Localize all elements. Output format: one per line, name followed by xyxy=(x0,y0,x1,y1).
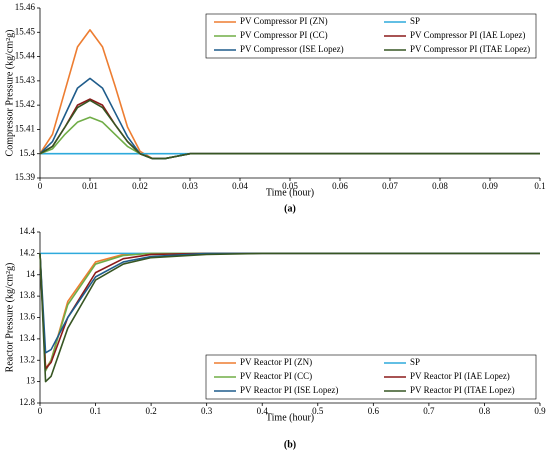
y-tick-label: 13.2 xyxy=(19,354,35,364)
x-tick-label: 0.2 xyxy=(145,406,156,416)
x-tick-label: 0.3 xyxy=(201,406,213,416)
x-tick-label: 0.8 xyxy=(479,406,491,416)
y-tick-label: 15.44 xyxy=(15,51,36,61)
y-tick-label: 14.2 xyxy=(19,247,35,257)
caption: (a) xyxy=(284,203,296,214)
x-tick-label: 0.04 xyxy=(232,181,248,191)
x-tick-label: 0.4 xyxy=(257,406,269,416)
y-axis-label: Compressor Pressure (kg/cm²g) xyxy=(4,30,15,157)
legend-box xyxy=(205,13,537,59)
y-tick-label: 15.4 xyxy=(19,148,35,158)
y-tick-label: 15.46 xyxy=(15,2,36,12)
legend: PV Compressor PI (ZN) SP PV Compressor PI … xyxy=(205,13,537,59)
x-tick-label: 0.1 xyxy=(90,406,101,416)
x-tick-label: 0.06 xyxy=(332,181,348,191)
series-line xyxy=(39,252,540,370)
legend: PV Reactor PI (ZN) SP PV Reactor PI (CC) PV… xyxy=(205,354,537,400)
x-tick-label: 0 xyxy=(38,181,43,191)
y-axis-label: Reactor Pressure (kg/cm²g) xyxy=(4,263,15,373)
x-tick-label: 0.01 xyxy=(82,181,98,191)
series-line xyxy=(39,252,540,372)
legend-label: PV Compressor PI (ITAE Lopez) xyxy=(410,44,530,54)
series-line xyxy=(39,99,540,160)
y-tick-label: 15.41 xyxy=(15,123,35,133)
x-tick-label: 0.07 xyxy=(382,181,398,191)
x-axis-label: Time (hour) xyxy=(266,187,314,198)
x-tick-label: 0.05 xyxy=(282,181,298,191)
x-tick-label: 0.03 xyxy=(182,181,198,191)
y-tick-label: 14 xyxy=(26,269,36,279)
legend-label: PV Reactor PI (IAE Lopez) xyxy=(410,371,510,381)
y-tick-label: 13 xyxy=(26,376,36,386)
x-tick-label: 0.6 xyxy=(368,406,380,416)
legend-label: PV Reactor PI (CC) xyxy=(240,371,312,381)
legend-label: PV Reactor PI (ITAE Lopez) xyxy=(410,385,515,395)
y-tick-label: 15.42 xyxy=(15,99,35,109)
y-tick-label: 12.8 xyxy=(19,397,35,407)
legend-label: PV Compressor (ISE Lopez) xyxy=(240,44,344,54)
series-line xyxy=(39,252,540,370)
y-tick-label: 15.43 xyxy=(15,75,36,85)
y-tick-label: 13.4 xyxy=(19,333,35,343)
series-line xyxy=(39,98,540,160)
series-line xyxy=(39,77,540,160)
caption: (b) xyxy=(284,439,296,450)
x-tick-label: 0.9 xyxy=(534,406,546,416)
x-tick-label: 0.02 xyxy=(132,181,148,191)
legend-label: PV Compressor PI (IAE Lopez) xyxy=(410,30,525,40)
series-line xyxy=(39,252,540,383)
x-tick-label: 0.08 xyxy=(432,181,448,191)
y-tick-label: 13.8 xyxy=(19,290,35,300)
x-axis-label: Time (hour) xyxy=(266,412,314,423)
legend-label: PV Reactor PI (ISE Lopez) xyxy=(240,385,338,395)
legend-label: PV Compressor PI (CC) xyxy=(240,30,328,40)
legend-box xyxy=(205,354,537,400)
x-tick-label: 0.7 xyxy=(423,406,435,416)
legend-label: SP xyxy=(410,357,420,367)
y-tick-label: 13.6 xyxy=(19,312,35,322)
x-tick-label: 0.09 xyxy=(482,181,498,191)
legend-label: SP xyxy=(410,16,420,26)
legend-label: PV Reactor PI (ZN) xyxy=(240,357,312,367)
y-tick-label: 14.4 xyxy=(19,226,35,236)
x-tick-label: 0 xyxy=(38,406,43,416)
x-tick-label: 0.1 xyxy=(534,181,545,191)
y-tick-label: 15.39 xyxy=(15,172,36,182)
legend-label: PV Compressor PI (ZN) xyxy=(240,16,328,26)
x-tick-label: 0.5 xyxy=(312,406,324,416)
y-tick-label: 15.45 xyxy=(15,26,36,36)
